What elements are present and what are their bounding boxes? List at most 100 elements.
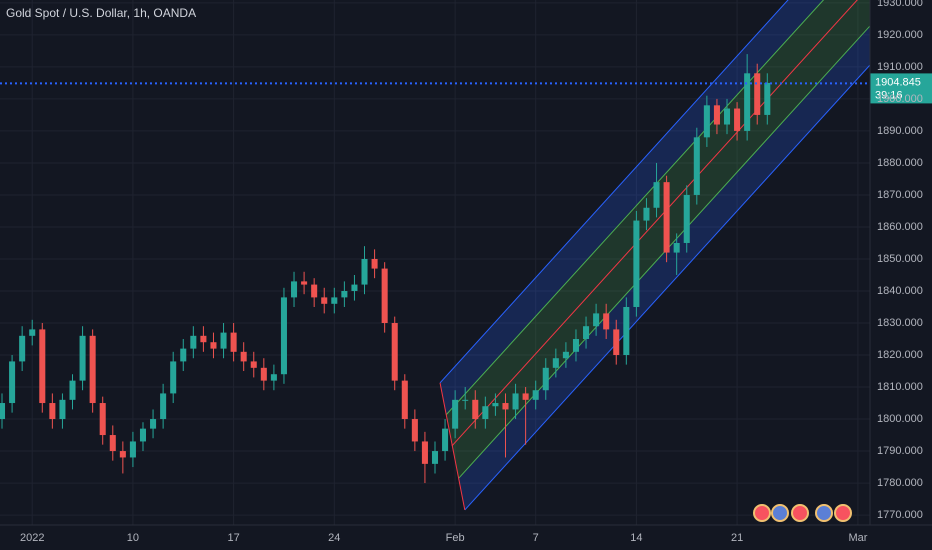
candles: [0, 54, 771, 484]
candle-body: [220, 332, 227, 349]
x-tick-label: 7: [533, 532, 539, 544]
candle-body: [170, 361, 177, 394]
candle-body: [200, 335, 207, 343]
candle-body: [391, 323, 398, 381]
channel-line: [439, 0, 789, 384]
candle-body: [623, 306, 630, 356]
candle-body: [79, 335, 86, 381]
event-icon: [791, 504, 809, 522]
x-tick-label: 21: [731, 532, 743, 544]
regression-channel: [439, 0, 870, 511]
y-tick-label: 1880.000: [877, 157, 923, 169]
candle-body: [119, 451, 126, 458]
event-icons: [753, 504, 852, 522]
channel-band: [446, 0, 870, 478]
event-icon: [753, 504, 771, 522]
candle-body: [99, 403, 106, 436]
candle-body: [240, 351, 247, 362]
candle-body: [291, 281, 298, 298]
candle-body: [713, 105, 720, 125]
candle-body: [663, 182, 670, 253]
candle-body: [311, 284, 318, 298]
y-tick-label: 1920.000: [877, 29, 923, 41]
candle-body: [532, 390, 539, 400]
x-tick-label: Feb: [446, 532, 465, 544]
candle-body: [613, 329, 620, 356]
candle-body: [492, 403, 499, 407]
candle-body: [653, 182, 660, 208]
candle-body: [49, 403, 56, 420]
candle-body: [89, 335, 96, 404]
candle-body: [452, 399, 459, 429]
candle-body: [109, 435, 116, 452]
y-tick-label: 1910.000: [877, 61, 923, 73]
candle-body: [341, 290, 348, 298]
candle-body: [643, 207, 650, 221]
candle-body: [562, 351, 569, 359]
candle-body: [301, 281, 308, 285]
candle-body: [129, 441, 136, 458]
candle-body: [331, 297, 338, 304]
y-tick-label: 1900.000: [877, 93, 923, 105]
candle-body: [361, 258, 368, 285]
candle-body: [442, 428, 449, 452]
channel-line: [451, 0, 858, 447]
last-price-label: 1904.845: [875, 76, 921, 88]
candle-body: [280, 297, 287, 375]
candle-body: [482, 406, 489, 420]
candle-body: [401, 380, 408, 420]
candle-body: [180, 348, 187, 362]
x-tick-label: 24: [328, 532, 340, 544]
y-tick-label: 1850.000: [877, 253, 923, 265]
y-tick-label: 1820.000: [877, 349, 923, 361]
candle-body: [190, 335, 197, 349]
y-tick-label: 1860.000: [877, 221, 923, 233]
candle-body: [260, 367, 267, 381]
candle-body: [59, 399, 66, 420]
candle-body: [9, 361, 16, 404]
y-tick-label: 1810.000: [877, 381, 923, 393]
chart-title: Gold Spot / U.S. Dollar, 1h, OANDA: [6, 6, 196, 20]
candle-body: [39, 329, 46, 404]
candle-body: [744, 73, 751, 131]
last-price-box: [870, 73, 932, 104]
candle-body: [351, 284, 358, 291]
candle-body: [734, 108, 741, 131]
candle-body: [421, 441, 428, 464]
y-tick-label: 1870.000: [877, 189, 923, 201]
candle-body: [150, 419, 157, 429]
x-tick-label: 10: [127, 532, 139, 544]
channel-band: [458, 25, 870, 510]
candle-body: [431, 451, 439, 464]
candle-body: [603, 313, 610, 330]
y-tick-label: 1840.000: [877, 285, 923, 297]
channel-band: [440, 0, 824, 415]
y-tick-label: 1790.000: [877, 445, 923, 457]
candle-body: [139, 428, 147, 442]
x-tick-label: 17: [227, 532, 239, 544]
candle-body: [693, 137, 700, 195]
candle-body: [764, 82, 771, 115]
candle-body: [673, 242, 680, 253]
candle-body: [210, 342, 217, 349]
candle-body: [723, 108, 731, 125]
candle-body: [683, 194, 690, 243]
y-tick-label: 1830.000: [877, 317, 923, 329]
y-tick-label: 1930.000: [877, 0, 923, 9]
candle-body: [411, 419, 418, 442]
candle-body: [633, 220, 640, 307]
event-icon: [834, 504, 852, 522]
candle-body: [462, 399, 469, 401]
y-tick-label: 1890.000: [877, 125, 923, 137]
candle-body: [250, 361, 257, 368]
candle-body: [270, 374, 277, 381]
event-icon: [771, 504, 789, 522]
candle-body: [371, 258, 378, 269]
candle-body: [522, 393, 529, 400]
candle-body: [542, 367, 549, 391]
candle-body: [69, 380, 76, 400]
candle-body: [0, 403, 6, 420]
